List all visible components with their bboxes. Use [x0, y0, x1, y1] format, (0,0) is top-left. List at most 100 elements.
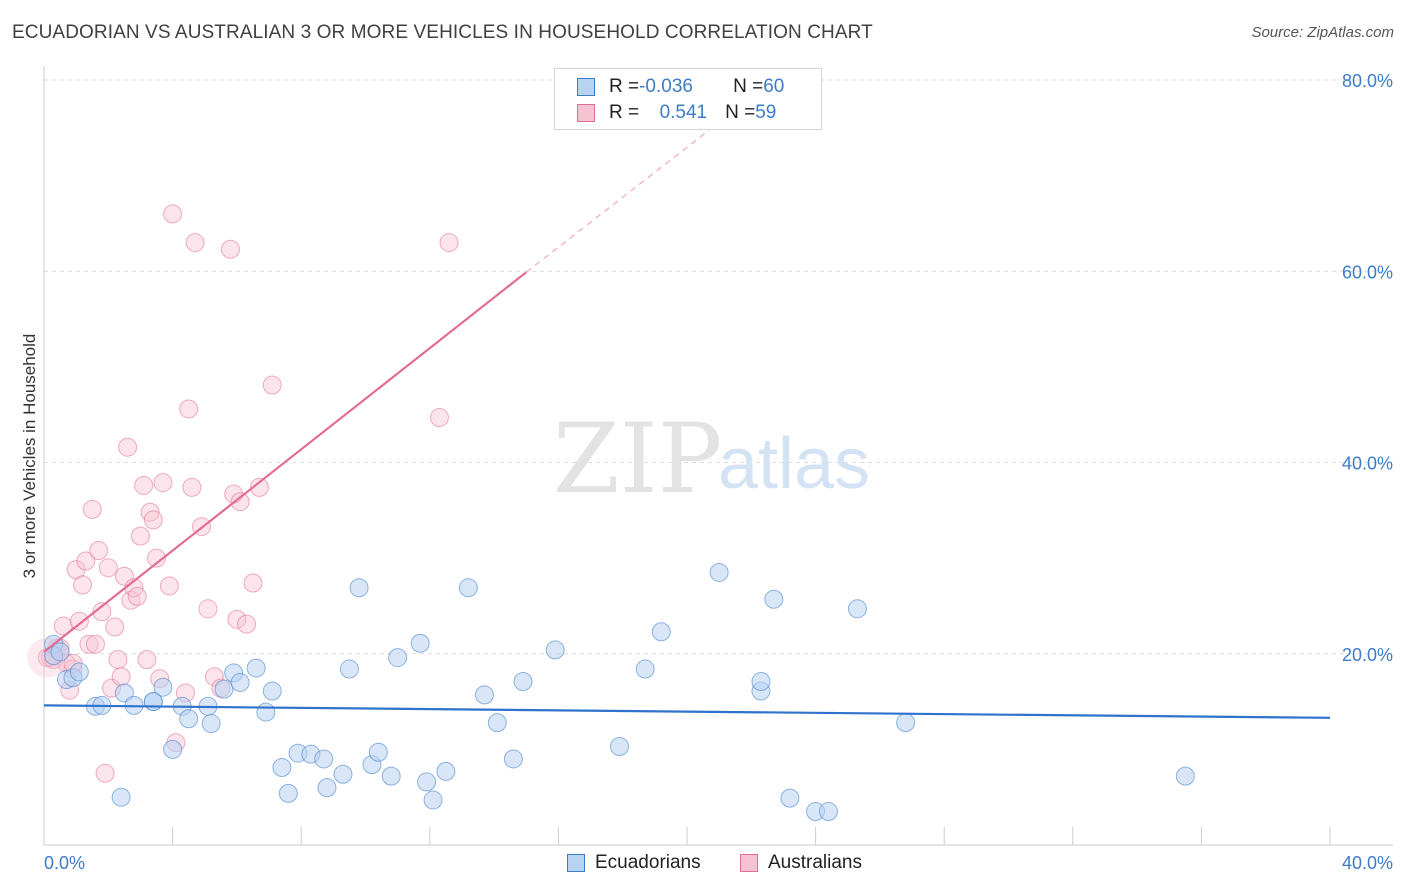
ecuadorians-point-44[interactable] [487, 713, 507, 733]
ecuadorians-point-29[interactable] [314, 749, 334, 769]
ecuadorians-point-55[interactable] [780, 788, 800, 808]
ecuadorians-point-42[interactable] [458, 578, 478, 598]
x-tick-label-max: 40.0% [1342, 853, 1393, 873]
x-tick-label-min: 0.0% [44, 853, 85, 873]
ecuadorians-point-49[interactable] [635, 659, 655, 679]
y-tick-label-40: 40.0% [1342, 454, 1393, 474]
australians-point-55[interactable] [439, 233, 459, 253]
legend-n-label: N = [725, 102, 756, 123]
ecuadorians-point-43[interactable] [474, 685, 494, 705]
australians-label: Australians [768, 852, 862, 873]
ecuadorians-point-23[interactable] [256, 702, 276, 722]
ecuadorians-point-58[interactable] [847, 599, 867, 619]
ecuadorians-point-57[interactable] [818, 802, 838, 822]
australians-point-10[interactable] [76, 551, 96, 571]
ecuadorians-point-38[interactable] [410, 633, 430, 653]
legend-row-ecuadorians: R = -0.036 N = 60 [577, 74, 784, 100]
ecuadorians-point-37[interactable] [388, 648, 408, 668]
australians-point-53[interactable] [262, 375, 282, 395]
australians-point-20[interactable] [108, 649, 128, 669]
ecuadorians-point-47[interactable] [545, 640, 565, 660]
ecuadorians-point-54[interactable] [764, 589, 784, 609]
australians-point-12[interactable] [82, 499, 102, 519]
ecuadorians-point-32[interactable] [339, 659, 359, 679]
ecuadorians-point-51[interactable] [709, 562, 729, 582]
ecuadorians-point-40[interactable] [423, 790, 443, 810]
ecuadorians-point-14[interactable] [163, 739, 183, 759]
australians-point-28[interactable] [134, 475, 154, 495]
ecuadorians-point-36[interactable] [381, 766, 401, 786]
australians-point-43[interactable] [198, 599, 218, 619]
australians-point-29[interactable] [137, 649, 157, 669]
chart-title: ECUADORIAN VS AUSTRALIAN 3 OR MORE VEHIC… [12, 22, 873, 43]
ecuadorians-point-16[interactable] [179, 709, 199, 729]
australians-point-14[interactable] [89, 540, 109, 560]
bottom-legend-australians[interactable]: Australians [740, 852, 862, 874]
australians-point-36[interactable] [163, 204, 183, 224]
australians-point-54[interactable] [429, 408, 449, 428]
legend-r-label: R = [609, 102, 640, 123]
australians-point-31[interactable] [143, 510, 163, 530]
ecuadorians-point-13[interactable] [153, 677, 173, 697]
australians-point-39[interactable] [179, 399, 199, 419]
ecuadorians-point-21[interactable] [230, 672, 250, 692]
ecuadorians-point-25[interactable] [272, 758, 292, 778]
ecuadorians-point-24[interactable] [262, 681, 282, 701]
y-tick-labels: 20.0% 40.0% 60.0% 80.0% [1342, 71, 1393, 665]
australians-point-16[interactable] [95, 763, 115, 783]
australians-point-8[interactable] [69, 611, 89, 631]
australians-point-30[interactable] [140, 502, 160, 522]
ecuadorians-point-41[interactable] [436, 761, 456, 781]
ecuadorians-point-39[interactable] [417, 772, 437, 792]
ecuadorians-point-59[interactable] [896, 713, 916, 733]
ecuadorians-point-18[interactable] [201, 714, 221, 734]
australians-point-17[interactable] [98, 558, 118, 578]
australians-point-13[interactable] [85, 634, 105, 654]
ecuadorians-point-2[interactable] [50, 642, 70, 662]
australians-point-52[interactable] [249, 477, 269, 497]
legend-row-australians: R = 0.541 N = 59 [577, 100, 776, 126]
legend-r-value: -0.036 [639, 76, 693, 97]
ecuadorians-point-45[interactable] [503, 749, 523, 769]
ecuadorians-point-48[interactable] [609, 737, 629, 757]
australians-point-49[interactable] [230, 492, 250, 512]
australians-point-26[interactable] [127, 586, 147, 606]
australians-point-11[interactable] [79, 634, 99, 654]
ecuadorians-point-30[interactable] [317, 778, 337, 798]
ecuadorians-point-33[interactable] [349, 578, 369, 598]
ecuadorians-point-53[interactable] [751, 671, 771, 691]
australians-point-48[interactable] [227, 609, 247, 629]
australians-point-34[interactable] [153, 473, 173, 493]
australians-point-21[interactable] [111, 667, 131, 687]
ecuadorians-point-22[interactable] [246, 658, 266, 678]
trend-lines [43, 71, 1331, 719]
ecuadorians-swatch [567, 854, 585, 872]
source-label: Source: ZipAtlas.com [1251, 24, 1394, 41]
australians-point-32[interactable] [147, 548, 167, 568]
australians-point-27[interactable] [130, 526, 150, 546]
ecuadorians-point-31[interactable] [333, 764, 353, 784]
australians-point-15[interactable] [92, 602, 112, 622]
bottom-legend-ecuadorians[interactable]: Ecuadorians [567, 852, 701, 874]
australians-point-23[interactable] [118, 437, 138, 457]
ecuadorians-point-46[interactable] [513, 671, 533, 691]
australians-point-19[interactable] [105, 617, 125, 637]
ecuadorians-point-26[interactable] [278, 783, 298, 803]
ecuadorians-point-50[interactable] [651, 622, 671, 642]
y-tick-label-20: 20.0% [1342, 645, 1393, 665]
australians-point-35[interactable] [159, 576, 179, 596]
ecuadorians-label: Ecuadorians [595, 852, 701, 873]
ecuadorians-point-8[interactable] [111, 787, 131, 807]
australians-point-41[interactable] [185, 233, 205, 253]
australians-trend-line [43, 271, 527, 653]
ecuadorians-point-60[interactable] [1175, 766, 1195, 786]
australians-point-40[interactable] [182, 477, 202, 497]
australians-point-46[interactable] [220, 239, 240, 259]
ecuadorians-point-5[interactable] [69, 662, 89, 682]
australians-point-50[interactable] [237, 614, 257, 634]
australians-point-51[interactable] [243, 573, 263, 593]
australians-point-9[interactable] [73, 575, 93, 595]
ecuadorians-point-19[interactable] [214, 679, 234, 699]
legend-r-label: R = [609, 76, 640, 97]
ecuadorians-point-35[interactable] [368, 742, 388, 762]
